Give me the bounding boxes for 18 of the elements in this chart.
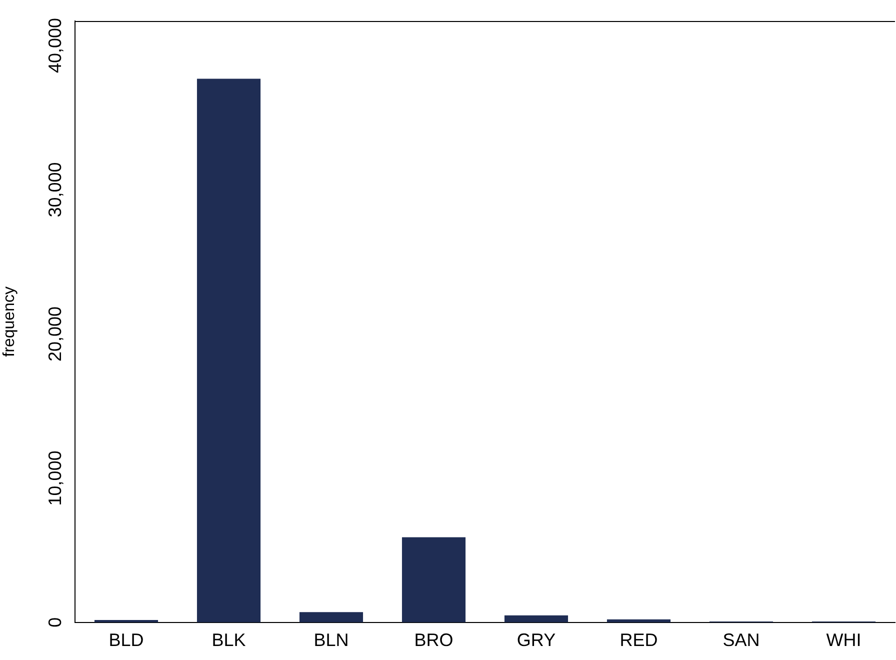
y-tick-label: 0 <box>44 617 65 628</box>
x-tick-label: GRY <box>516 630 556 650</box>
y-tick-label: 20,000 <box>44 306 65 362</box>
x-tick-label: BLN <box>314 630 349 650</box>
x-tick-label: BLD <box>108 630 144 650</box>
y-axis-title: frequency <box>1 286 18 357</box>
y-tick-label: 40,000 <box>44 18 65 74</box>
bar <box>402 537 466 622</box>
bar <box>504 615 568 622</box>
y-tick-label: 30,000 <box>44 162 65 218</box>
x-tick-label: WHI <box>826 630 862 650</box>
bar <box>196 78 261 622</box>
y-tick-label: 10,000 <box>44 450 65 506</box>
x-tick-label: RED <box>620 630 658 650</box>
x-tick-label: BLK <box>212 630 246 650</box>
x-tick-label: SAN <box>722 630 760 650</box>
x-tick-label: BRO <box>414 630 454 650</box>
bar <box>299 612 364 622</box>
